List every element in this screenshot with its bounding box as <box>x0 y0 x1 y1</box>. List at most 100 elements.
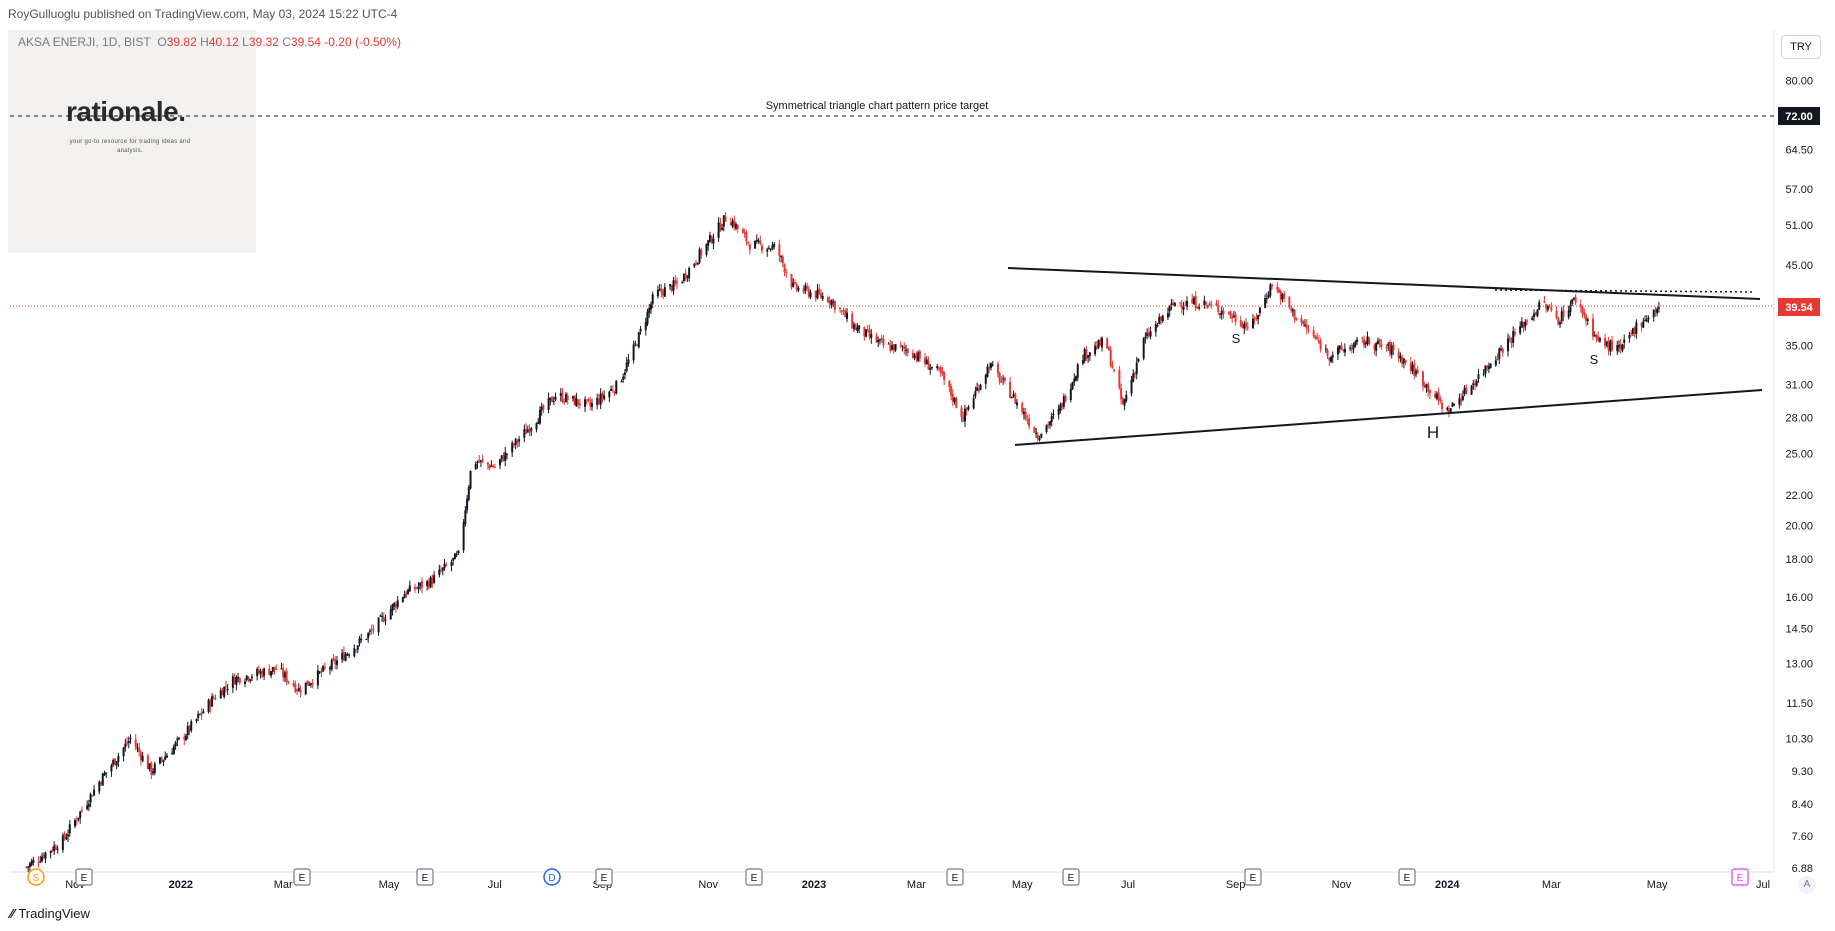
candle-body <box>1543 301 1546 303</box>
candle-body <box>1463 387 1466 395</box>
candle-body <box>901 345 904 347</box>
candle-body <box>445 564 448 566</box>
candle-body <box>1449 408 1452 413</box>
candle-body <box>1198 307 1201 309</box>
candle-body <box>1101 337 1104 348</box>
candle-body <box>200 712 203 715</box>
candle-body <box>429 577 432 588</box>
candle-body <box>113 758 116 765</box>
candle-body <box>880 337 883 341</box>
candle-body <box>639 328 642 332</box>
candle-body <box>953 397 956 403</box>
candle-body <box>504 452 507 462</box>
candle-body <box>1036 434 1039 439</box>
candle-body <box>1644 320 1647 322</box>
candle-body <box>708 234 711 242</box>
candle-body <box>1356 339 1359 342</box>
candle-body <box>1501 348 1504 353</box>
candle-body <box>1628 334 1631 339</box>
candle-body <box>821 296 824 300</box>
candle-body <box>1121 398 1124 404</box>
candle-body <box>917 352 920 361</box>
candle-body <box>846 312 849 319</box>
candle-body <box>87 803 90 807</box>
candle-body <box>80 810 83 812</box>
candle-body <box>479 460 482 462</box>
y-tick-label: 45.00 <box>1785 260 1813 272</box>
candle-body <box>287 681 290 683</box>
candle-body <box>1251 318 1254 328</box>
candle-body <box>1446 407 1449 410</box>
candle-body <box>1135 362 1138 375</box>
candle-body <box>674 280 677 284</box>
currency-button[interactable]: TRY <box>1781 35 1821 59</box>
candle-body <box>525 429 528 435</box>
candle-body <box>1133 373 1136 375</box>
candle-body <box>270 671 273 676</box>
candle-body <box>1255 317 1258 320</box>
candle-body <box>367 633 370 639</box>
candle-body <box>417 586 420 589</box>
price-labels: 72.00 39.54 <box>1778 107 1820 316</box>
candle-body <box>918 351 921 359</box>
candle-body <box>1536 309 1539 317</box>
candle-body <box>578 403 581 406</box>
candle-body <box>1003 377 1006 381</box>
candle-body <box>365 638 368 640</box>
candle-body <box>226 688 229 690</box>
candle-body <box>381 615 384 617</box>
event-marker-label: E <box>751 873 758 884</box>
candle-body <box>1486 365 1489 368</box>
candle-body <box>77 817 80 820</box>
candle-body <box>547 398 550 410</box>
candle-body <box>649 304 652 310</box>
candle-body <box>419 582 422 586</box>
candle-body <box>1057 408 1060 415</box>
candle-body <box>554 396 557 400</box>
y-tick-label: 10.30 <box>1785 733 1813 745</box>
candle-body <box>1095 346 1098 350</box>
tradingview-logo-icon: ⁄⁄ <box>10 906 15 921</box>
candle-body <box>828 300 831 304</box>
auto-scale-button[interactable]: A <box>1798 876 1816 894</box>
candle-body <box>1633 327 1636 335</box>
y-tick-label: 64.50 <box>1785 144 1813 156</box>
candle-body <box>818 288 821 294</box>
event-marker-label: E <box>1068 873 1075 884</box>
candle-body <box>611 390 614 392</box>
candle-body <box>271 666 274 672</box>
candle-body <box>153 763 156 773</box>
candle-body <box>1012 394 1015 397</box>
candle-body <box>1447 409 1450 414</box>
candle-body <box>1366 336 1369 345</box>
symbol-name: AKSA ENERJI, 1D, BIST <box>18 35 151 49</box>
candle-body <box>1290 308 1293 311</box>
candle-body <box>1441 402 1444 409</box>
candle-body <box>1526 320 1529 322</box>
candle-body <box>221 690 224 696</box>
close-label: C <box>282 35 291 49</box>
candle-body <box>771 245 774 249</box>
candle-body <box>330 660 333 670</box>
candle-body <box>781 256 784 264</box>
candle-body <box>1328 357 1331 361</box>
candle-body <box>807 288 810 297</box>
candle-body <box>141 755 144 762</box>
candle-body <box>1397 351 1400 358</box>
candle-body <box>391 604 394 611</box>
candle-body <box>960 407 963 417</box>
candle-body <box>613 391 616 393</box>
candle-body <box>466 498 469 511</box>
event-marker-label: D <box>548 873 555 884</box>
candle-body <box>734 224 737 229</box>
candle-body <box>1611 340 1614 351</box>
candle-body <box>103 773 106 776</box>
candle-body <box>1300 318 1303 324</box>
candle-body <box>1415 370 1418 375</box>
y-tick-label: 28.00 <box>1785 412 1813 424</box>
candle-body <box>462 522 465 551</box>
candle-body <box>214 697 217 699</box>
candle-body <box>1137 358 1140 362</box>
x-tick-label: Jul <box>488 879 502 891</box>
